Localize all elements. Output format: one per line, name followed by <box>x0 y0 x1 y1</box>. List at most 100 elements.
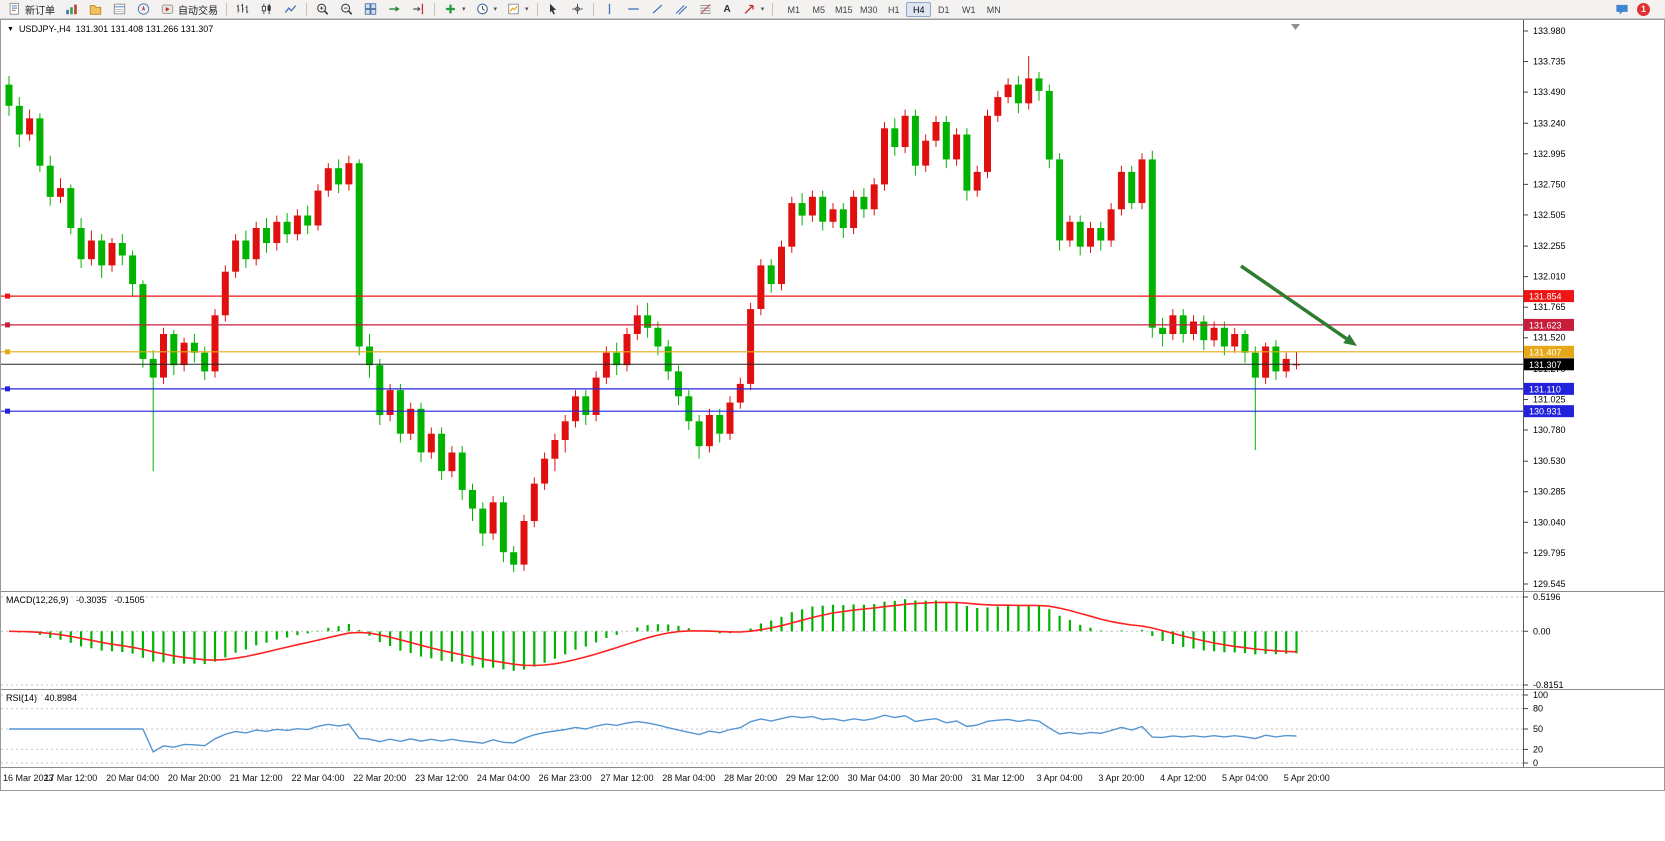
svg-text:132.010: 132.010 <box>1533 272 1566 282</box>
fibonacci-button[interactable] <box>694 1 717 18</box>
timeframe-d1-button[interactable]: D1 <box>938 4 950 15</box>
tile-windows-icon <box>364 3 377 15</box>
svg-text:20: 20 <box>1533 744 1543 754</box>
time-axis-label: 23 Mar 12:00 <box>415 773 469 783</box>
svg-text:132.995: 132.995 <box>1533 149 1566 159</box>
crosshair-button[interactable] <box>566 1 589 18</box>
trendline-icon <box>652 4 662 14</box>
timeframe-m1-button[interactable]: M1 <box>787 4 801 15</box>
vertical-line-button[interactable] <box>598 1 621 18</box>
price-axis[interactable]: 133.980 133.735 133.490 133.240 132.995 132.7… <box>1523 20 1566 591</box>
timeframe-m15-button[interactable]: M15 <box>835 4 853 15</box>
bar-chart-icon <box>236 3 249 14</box>
horizontal-lines-layer[interactable]: 131.854 131.623 131.407 131.110 130.931 <box>1 290 1574 418</box>
indicators-plus-icon <box>446 4 455 14</box>
svg-text:131.854: 131.854 <box>1529 292 1562 302</box>
chart-ohlc-values: 131.301 131.408 131.266 131.307 <box>75 24 214 34</box>
time-axis-panel[interactable]: 16 Mar 2023 17 Mar 12:00 20 Mar 04:00 20 Ma… <box>1 767 1664 790</box>
horizontal-line-button[interactable] <box>622 1 645 18</box>
horizontal-line-icon <box>627 8 639 10</box>
toolbar-separator <box>536 2 538 16</box>
templates-button[interactable]: ▾ <box>502 1 533 18</box>
trendline-button[interactable] <box>646 1 669 18</box>
price-chart-canvas[interactable]: 133.980 133.735 133.490 133.240 132.995 132.7… <box>1 20 1664 591</box>
svg-text:130.040: 130.040 <box>1533 517 1566 527</box>
time-axis-label: 20 Mar 04:00 <box>106 773 160 783</box>
macd-signal-line <box>8 601 1297 667</box>
chart-shift-icon <box>413 3 424 15</box>
toolbar-separator <box>772 2 774 16</box>
chart-shift-button[interactable] <box>407 1 430 18</box>
svg-text:131.623: 131.623 <box>1529 320 1562 330</box>
price-chart-panel[interactable]: 133.980 133.735 133.490 133.240 132.995 132.7… <box>1 20 1664 591</box>
bar-chart-button[interactable] <box>231 1 254 18</box>
svg-text:100: 100 <box>1533 690 1548 700</box>
periods-button[interactable]: ▾ <box>471 1 502 18</box>
navigator-icon <box>137 3 150 15</box>
fibonacci-icon <box>699 4 711 14</box>
timeframe-mn-button[interactable]: MN <box>986 4 1001 15</box>
timeframe-w1-button[interactable]: W1 <box>962 4 976 15</box>
time-axis-label: 24 Mar 04:00 <box>476 773 530 783</box>
arrows-button[interactable]: ▾ <box>738 1 769 18</box>
zoom-in-icon <box>317 3 329 15</box>
community-chat-icon[interactable] <box>1614 2 1630 17</box>
trend-arrow-annotation[interactable] <box>1240 264 1357 346</box>
chart-symbol-period: USDJPY-,H4 <box>18 24 71 34</box>
candles-layer[interactable] <box>5 55 1301 573</box>
zoom-out-icon <box>341 3 353 15</box>
new-chart-button[interactable] <box>60 1 83 18</box>
notification-badge[interactable]: 1 <box>1637 2 1650 16</box>
time-axis-label: 28 Mar 04:00 <box>662 773 716 783</box>
new-order-label: 新订单 <box>25 5 55 17</box>
svg-text:132.505: 132.505 <box>1533 210 1566 220</box>
chart-shift-marker <box>1291 24 1300 30</box>
svg-text:132.255: 132.255 <box>1533 241 1566 251</box>
time-axis-label: 20 Mar 20:00 <box>167 773 221 783</box>
arrow-tool-icon <box>744 4 754 14</box>
rsi-name: RSI(14) <box>6 693 38 703</box>
macd-canvas[interactable]: 0.5196 0.00 -0.8151 <box>1 592 1664 689</box>
autotrading-label: 自动交易 <box>178 5 218 17</box>
svg-text:131.110: 131.110 <box>1529 384 1561 394</box>
svg-text:130.530: 130.530 <box>1533 456 1566 466</box>
equidistant-channel-button[interactable] <box>670 1 693 18</box>
macd-value-signal: -0.1505 <box>114 595 145 605</box>
zoom-in-button[interactable] <box>311 1 334 18</box>
time-axis-label: 22 Mar 20:00 <box>353 773 407 783</box>
new-chart-icon <box>66 4 77 15</box>
timeframe-h1-button[interactable]: H1 <box>888 4 900 15</box>
toolbar-separator <box>226 2 227 16</box>
candlestick-chart-button[interactable] <box>255 1 278 18</box>
auto-scroll-button[interactable] <box>383 1 406 18</box>
cursor-button[interactable] <box>542 1 565 18</box>
timeframes-toolbar: M1 M5 M15 M30 H1 H4 D1 W1 MN <box>781 1 1006 17</box>
text-label-button[interactable]: A <box>718 1 737 18</box>
main-toolbar: 新订单 自动交易 ▾ <box>0 0 1665 19</box>
autotrading-button[interactable]: 自动交易 <box>156 1 222 18</box>
timeframe-m5-button[interactable]: M5 <box>812 4 826 15</box>
tile-windows-button[interactable] <box>359 1 382 18</box>
clock-icon <box>476 3 488 15</box>
timeframe-h4-button[interactable]: H4 <box>906 1 932 17</box>
macd-label: MACD(12,26,9) -0.3035 -0.1505 <box>6 595 145 605</box>
toolbar-right-group: 1 <box>1614 2 1650 17</box>
svg-text:133.490: 133.490 <box>1533 87 1566 97</box>
timeframe-m30-button[interactable]: M30 <box>860 4 878 15</box>
rsi-panel[interactable]: 100 80 50 20 0 RSI(14) 40.8984 <box>1 689 1664 767</box>
new-order-button[interactable]: 新订单 <box>3 1 59 18</box>
market-watch-button[interactable] <box>108 1 131 18</box>
macd-panel[interactable]: 0.5196 0.00 -0.8151 MACD(12,26,9) -0.3035 … <box>1 591 1664 689</box>
navigator-button[interactable] <box>132 1 155 18</box>
line-chart-button[interactable] <box>279 1 302 18</box>
rsi-canvas[interactable]: 100 80 50 20 0 <box>1 690 1664 767</box>
zoom-out-button[interactable] <box>335 1 358 18</box>
one-click-trading-arrow-icon[interactable]: ▼ <box>7 25 14 33</box>
template-icon <box>508 3 519 15</box>
time-axis-label: 26 Mar 23:00 <box>538 773 592 783</box>
macd-name: MACD(12,26,9) <box>6 595 69 605</box>
svg-text:50: 50 <box>1533 724 1543 734</box>
profiles-button[interactable] <box>84 1 107 18</box>
time-axis-label: 21 Mar 12:00 <box>229 773 283 783</box>
indicators-button[interactable]: ▾ <box>439 1 470 18</box>
